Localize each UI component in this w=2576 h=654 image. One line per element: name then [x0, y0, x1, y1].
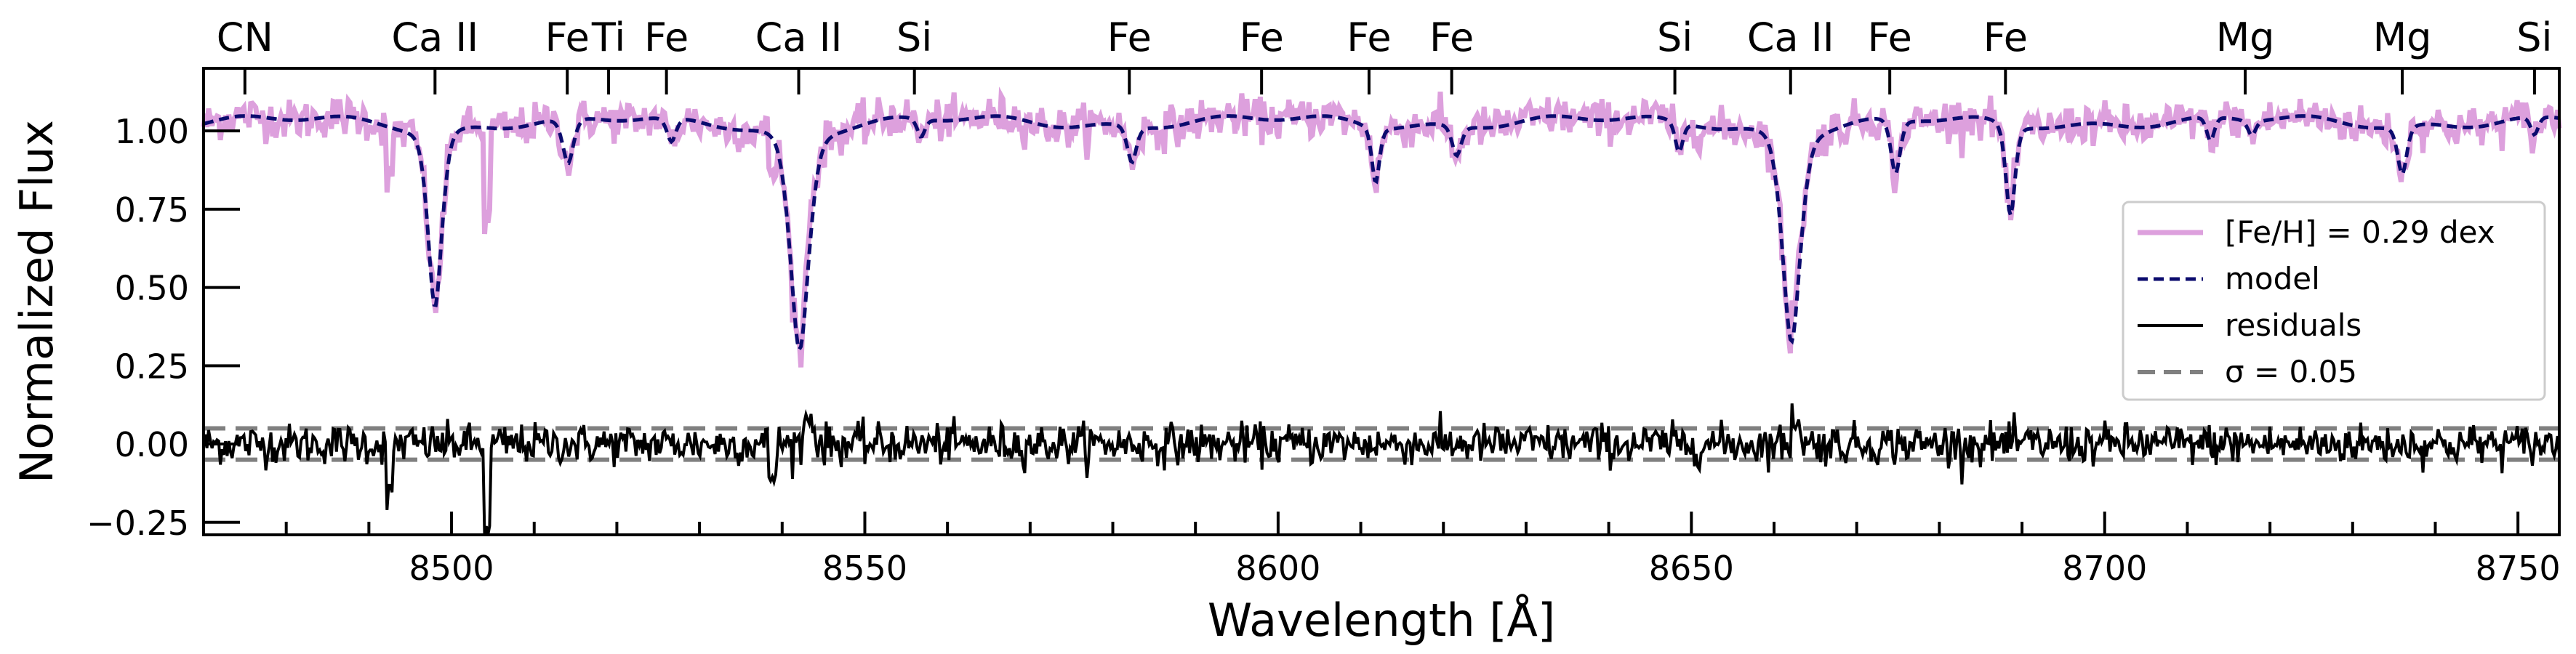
x-tick-label: 8650	[1649, 549, 1734, 588]
line-marker-label: Si	[2516, 15, 2552, 60]
model-spectrum-layer	[203, 114, 2560, 355]
line-marker-label: Ca II	[755, 15, 843, 60]
line-marker-label: Fe	[1867, 15, 1911, 60]
y-tick-label: −0.25	[87, 504, 189, 543]
legend-label: residuals	[2225, 307, 2362, 343]
legend-label: [Fe/H] = 0.29 dex	[2225, 214, 2495, 250]
line-marker-label: Mg	[2373, 15, 2432, 60]
line-marker-label: Ca II	[1747, 15, 1834, 60]
line-marker-label: Ti	[591, 15, 625, 60]
x-axis-label: Wavelength [Å]	[1208, 594, 1555, 647]
line-identification-axis: CN Ca II Fe Ti Fe Ca II Si Fe Fe Fe Fe Si Ca II Fe Fe M…	[217, 15, 2553, 94]
legend-box	[2122, 201, 2546, 401]
y-tick-label: 0.00	[115, 425, 189, 464]
legend-label: σ = 0.05	[2225, 354, 2357, 389]
line-marker-label: Mg	[2216, 15, 2275, 60]
plot-frame	[202, 67, 2561, 536]
line-marker-label: Ca II	[391, 15, 478, 60]
x-tick-label: 8500	[409, 549, 494, 588]
residuals-layer	[202, 403, 2561, 536]
legend-label: model	[2225, 261, 2320, 296]
line-marker-label: Fe	[1347, 15, 1391, 60]
legend: [Fe/H] = 0.29 dex model residuals σ = 0.05	[2122, 201, 2546, 401]
line-marker-label: CN	[217, 15, 273, 60]
line-marker-label: Fe	[1429, 15, 1474, 60]
line-marker-label: Fe	[1107, 15, 1152, 60]
x-tick-label: 8750	[2476, 549, 2561, 588]
y-tick-label: 1.00	[115, 112, 189, 151]
x-axis: 8500 8550 8600 8650 8700 8750	[284, 512, 2561, 588]
x-tick-label: 8600	[1235, 549, 1320, 588]
line-marker-label: Si	[1657, 15, 1693, 60]
y-axis: −0.25 0.00 0.25 0.50 0.75 1.00	[87, 112, 240, 543]
model-spectrum-line	[203, 114, 2560, 355]
line-marker-label: Si	[896, 15, 932, 60]
y-tick-label: 0.75	[115, 190, 189, 230]
x-tick-label: 8550	[822, 549, 907, 588]
y-tick-label: 0.25	[115, 347, 189, 386]
line-marker-label: Fe	[1239, 15, 1283, 60]
y-axis-label: Normalized Flux	[10, 120, 63, 483]
y-tick-label: 0.50	[115, 269, 189, 308]
line-marker-label: Fe	[1983, 15, 2028, 60]
line-marker-label: Fe	[644, 15, 689, 60]
line-marker-label: Fe	[545, 15, 590, 60]
x-tick-label: 8700	[2062, 549, 2147, 588]
residuals-line	[202, 403, 2561, 536]
